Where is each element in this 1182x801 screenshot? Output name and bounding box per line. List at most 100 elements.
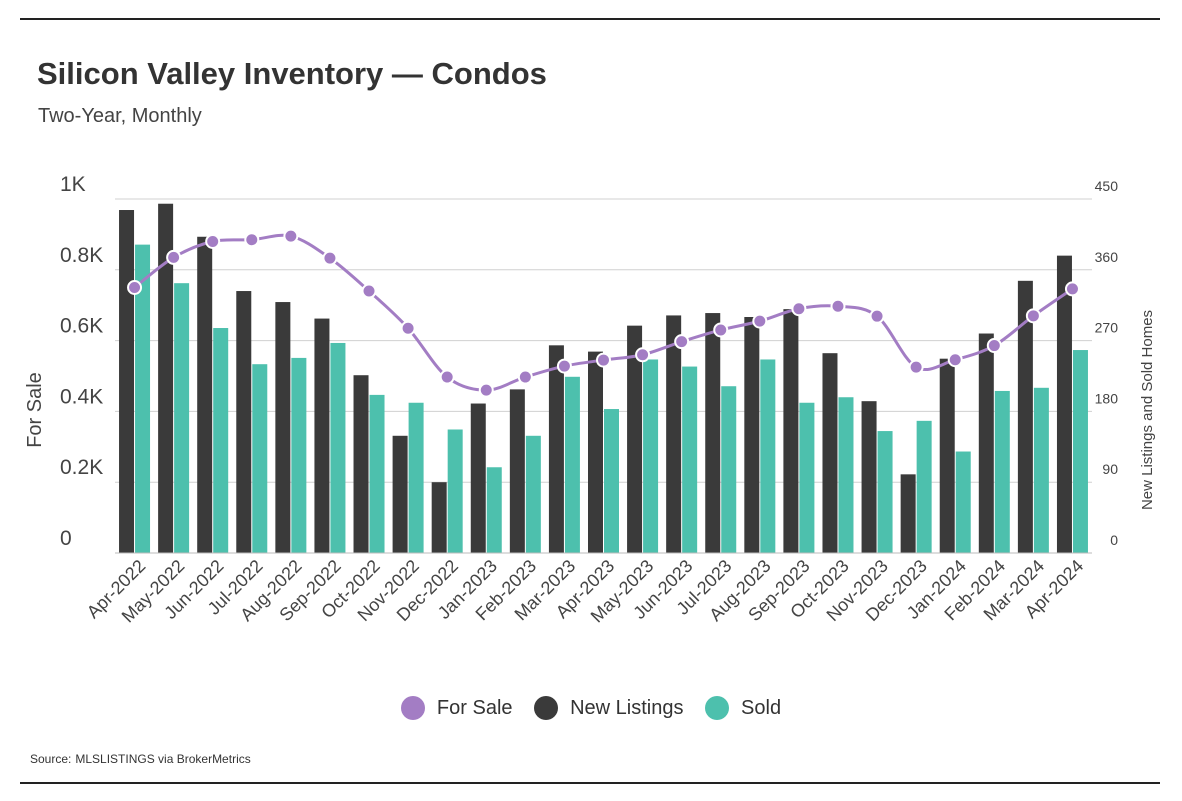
for-sale-point — [166, 249, 182, 265]
source-label: Source: — [30, 752, 72, 766]
left-tick-label: 0.2K — [60, 456, 103, 479]
new-listings-bar — [392, 435, 408, 553]
for-sale-point — [674, 334, 690, 350]
sold-bar — [916, 420, 932, 553]
sold-bar — [994, 390, 1010, 553]
for-sale-point — [322, 250, 338, 266]
new-listings-bar — [978, 333, 994, 553]
right-tick-label: 90 — [1102, 461, 1118, 477]
new-listings-bar — [236, 291, 252, 553]
new-listings-bar — [119, 210, 135, 553]
chart-legend: For Sale New Listings Sold — [0, 696, 1182, 726]
left-tick-label: 1K — [60, 173, 86, 196]
for-sale-point — [908, 359, 924, 375]
legend-label-sold: Sold — [741, 696, 782, 719]
sold-bar — [955, 451, 971, 553]
for-sale-point — [986, 338, 1002, 354]
legend-label-for-sale: For Sale — [436, 696, 513, 719]
new-listings-bar — [783, 309, 799, 553]
new-listings-bar — [744, 317, 760, 553]
sold-bar — [486, 467, 502, 553]
new-listings-bar — [431, 482, 447, 553]
new-listings-bar — [666, 315, 682, 553]
right-tick-label: 360 — [1095, 249, 1119, 265]
sold-bar — [213, 328, 229, 553]
sold-bar — [877, 431, 893, 553]
for-sale-point — [517, 369, 533, 385]
right-tick-label: 450 — [1095, 178, 1119, 194]
sold-bar — [369, 394, 385, 553]
for-sale-point — [869, 308, 885, 324]
left-axis-title: For Sale — [24, 372, 46, 448]
sold-bar — [291, 357, 307, 553]
sold-bar — [174, 283, 190, 553]
sold-bar — [408, 402, 424, 553]
right-tick-label: 0 — [1110, 532, 1118, 548]
sold-bar — [721, 386, 737, 553]
for-sale-point — [283, 228, 299, 244]
for-sale-point — [400, 320, 416, 336]
for-sale-point — [791, 301, 807, 317]
chart-title: Silicon Valley Inventory — Condos — [37, 56, 547, 91]
sold-bar — [604, 409, 619, 553]
new-listings-bar — [861, 401, 877, 553]
right-axis-title: New Listings and Sold Homes — [1139, 310, 1156, 510]
new-listings-bar — [1056, 255, 1072, 553]
new-listings-bar — [509, 389, 525, 553]
for-sale-point — [361, 283, 377, 299]
for-sale-point — [947, 352, 963, 368]
sold-bar — [525, 435, 541, 553]
new-listings-bar — [588, 351, 603, 553]
legend-item-for-sale[interactable]: For Sale — [400, 696, 513, 720]
new-listings-bar — [470, 403, 486, 553]
sold-bar — [643, 359, 659, 553]
for-sale-point — [713, 322, 729, 338]
for-sale-point — [556, 358, 572, 374]
bottom-rule — [20, 782, 1160, 784]
top-rule — [20, 18, 1160, 20]
for-sale-point — [127, 280, 143, 295]
sold-bar — [330, 342, 346, 553]
new-listings-bar — [900, 474, 916, 553]
new-listings-bar — [314, 318, 330, 553]
sold-bar — [564, 376, 580, 553]
for-sale-point — [635, 347, 651, 363]
new-listings-bar — [705, 313, 721, 553]
new-listings-bar — [158, 203, 174, 553]
new-listings-bar — [939, 358, 955, 553]
new-listings-bar — [353, 375, 369, 553]
for-sale-point — [205, 233, 221, 249]
right-tick-label: 270 — [1095, 320, 1119, 336]
new-listings-bar — [197, 236, 213, 553]
for-sale-point — [244, 232, 260, 248]
source-note: Source: MLSLISTINGS via BrokerMetrics — [30, 752, 251, 766]
for-sale-point — [1025, 308, 1041, 324]
right-tick-label: 180 — [1095, 390, 1119, 406]
for-sale-point — [830, 298, 846, 314]
for-sale-point — [752, 313, 768, 329]
sold-bar — [1072, 350, 1088, 553]
sold-bar — [135, 244, 151, 554]
new-listings-bar — [627, 325, 643, 553]
left-tick-label: 0.6K — [60, 315, 103, 338]
sold-bar — [447, 429, 463, 553]
sold-bar — [799, 402, 815, 553]
left-tick-label: 0.8K — [60, 244, 103, 267]
legend-item-new-listings[interactable]: New Listings — [534, 696, 683, 720]
sold-swatch-icon — [705, 696, 730, 720]
new-listings-bar — [822, 353, 838, 553]
legend-item-sold[interactable]: Sold — [705, 696, 781, 720]
new-listings-bar — [1017, 280, 1033, 553]
chart-subtitle: Two-Year, Monthly — [38, 105, 202, 127]
left-tick-label: 0 — [60, 527, 72, 550]
left-tick-label: 0.4K — [60, 385, 103, 408]
sold-bar — [252, 364, 268, 553]
for-sale-point — [478, 382, 494, 398]
sold-bar — [682, 366, 698, 553]
legend-label-new-listings: New Listings — [570, 696, 684, 719]
source-value: MLSLISTINGS via BrokerMetrics — [75, 752, 251, 766]
for-sale-swatch-icon — [400, 696, 425, 720]
sold-bar — [838, 397, 854, 553]
new-listings-swatch-icon — [534, 696, 559, 720]
sold-bar — [1033, 387, 1049, 553]
